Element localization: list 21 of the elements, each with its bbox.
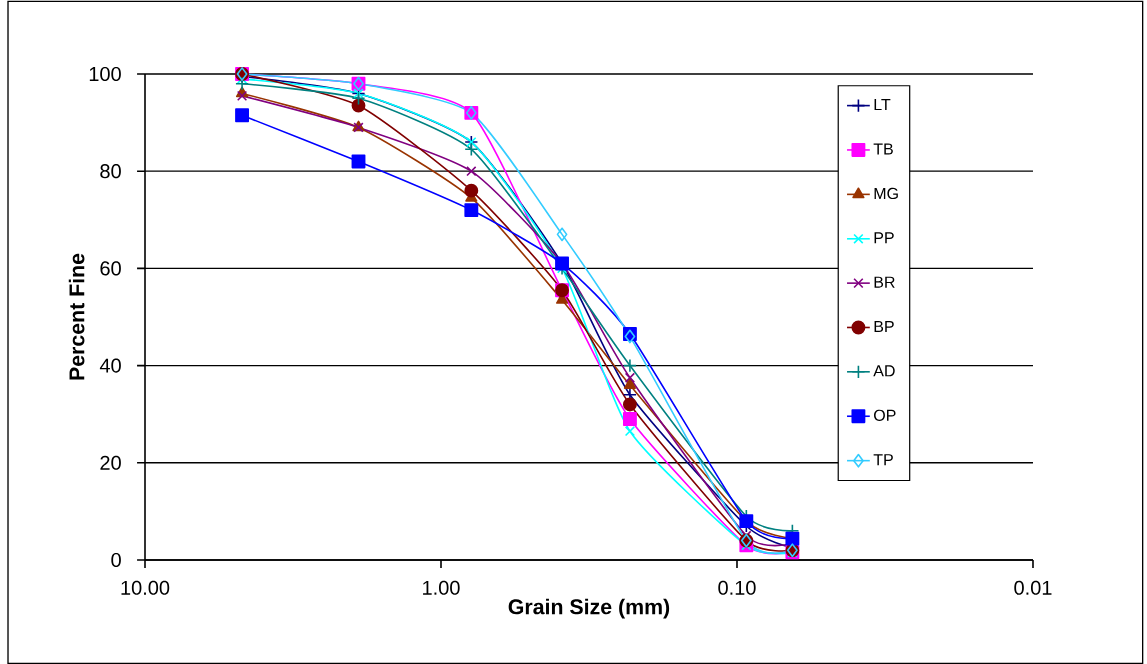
legend-label: MG: [874, 187, 898, 200]
legend-label: AD: [873, 365, 895, 377]
x-axis-title: Grain Size (mm): [508, 598, 670, 619]
legend-label: BP: [874, 320, 894, 332]
x-tick-label: 0.10: [718, 580, 756, 595]
x-tick-label: 10.00: [121, 580, 170, 595]
legend-label: PP: [874, 232, 894, 244]
y-tick-label: 60: [100, 261, 121, 276]
y-tick-label: 80: [100, 164, 121, 179]
y-tick-label: 20: [100, 455, 121, 470]
y-tick-label: 40: [99, 358, 121, 373]
legend-label: OP: [874, 409, 896, 421]
y-tick-label: 0: [111, 552, 121, 568]
y-axis-title: Percent Fine: [68, 253, 85, 380]
y-tick-label: 100: [89, 66, 121, 82]
legend-label: TB: [873, 143, 893, 155]
x-tick-label: 1.00: [423, 580, 460, 595]
legend-label: LT: [874, 99, 891, 111]
legend-label: BR: [874, 276, 895, 288]
x-tick-label: 0.01: [1014, 580, 1052, 595]
legend-label: TP: [873, 454, 893, 466]
